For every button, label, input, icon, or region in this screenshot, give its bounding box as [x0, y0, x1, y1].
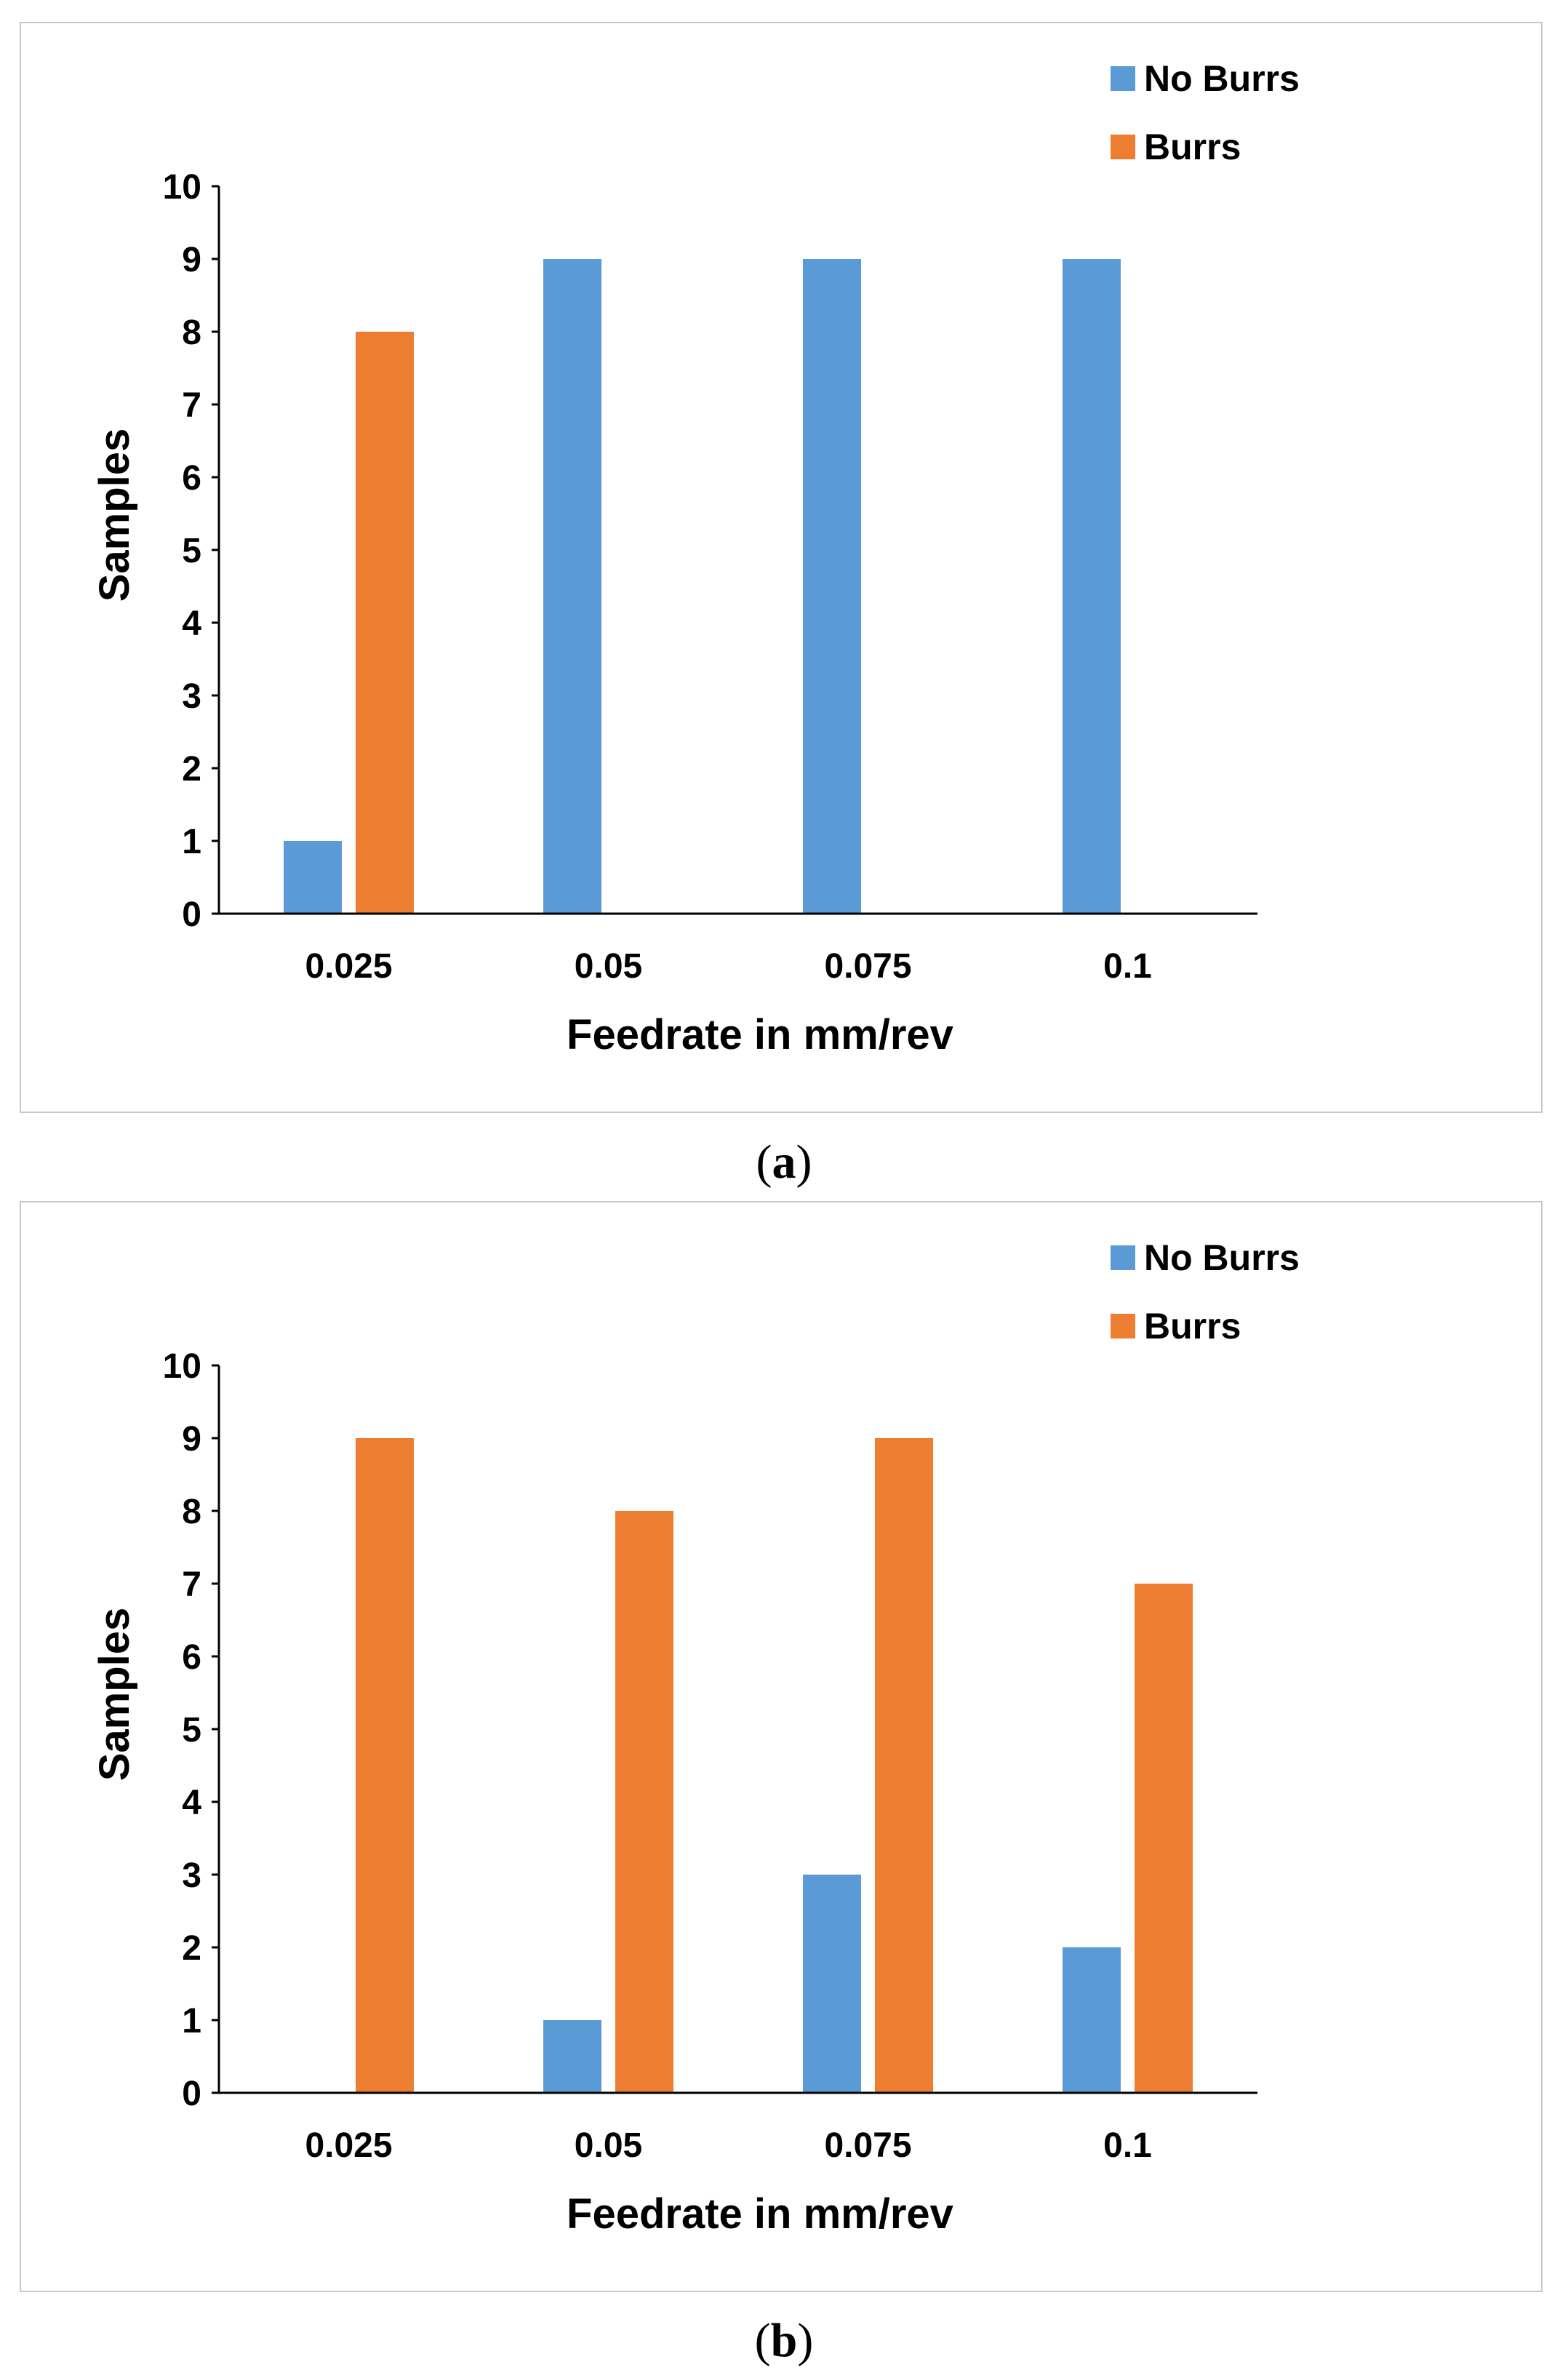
x-tick-label: 0.075: [824, 947, 911, 986]
bar-burrs: [356, 332, 414, 914]
caption-b: (b): [754, 2314, 814, 2367]
y-tick-label: 6: [182, 459, 201, 498]
y-tick-label: 8: [182, 314, 201, 352]
x-tick-label: 0.05: [575, 947, 642, 986]
legend-label: No Burrs: [1144, 1237, 1300, 1278]
legend-swatch-burrs: [1111, 135, 1135, 159]
chart-panel-a: 0 1 2 3 4 5 6 7 8 9 10 0.025 0.05 0.075 0.1 Feedrate in…: [20, 22, 1543, 1113]
bar-burrs: [615, 1511, 673, 2093]
legend-label: Burrs: [1144, 1306, 1241, 1346]
y-tick-label: 6: [182, 1638, 201, 1677]
chart-panel-b: 0 1 2 3 4 5 6 7 8 9 10 0.025 0.05 0.075 0.1 Feedrate in…: [20, 1201, 1543, 2292]
legend-swatch-no-burrs: [1111, 66, 1135, 91]
legend-label: No Burrs: [1144, 58, 1300, 99]
bar-no-burrs: [543, 2020, 601, 2093]
y-tick-label: 1: [182, 2002, 201, 2040]
bar-chart-a: 0 1 2 3 4 5 6 7 8 9 10 0.025 0.05 0.075 0.1 Feedrate in…: [91, 58, 1300, 1058]
y-tick-label: 9: [182, 1420, 201, 1459]
caption-a: (a): [756, 1136, 812, 1189]
y-tick-label: 3: [182, 1856, 201, 1895]
bar-burrs: [356, 1438, 414, 2093]
y-tick-label: 10: [163, 1347, 201, 1386]
y-tick-label: 10: [163, 168, 201, 207]
bar-no-burrs: [1063, 259, 1121, 914]
bar-no-burrs: [284, 841, 342, 914]
y-tick-label: 4: [182, 605, 201, 643]
bar-burrs: [875, 1438, 933, 2093]
legend-swatch-burrs: [1111, 1314, 1135, 1338]
x-tick-label: 0.1: [1103, 2126, 1152, 2165]
x-tick-label: 0.1: [1103, 947, 1152, 986]
y-tick-label: 7: [182, 1565, 201, 1604]
bar-burrs: [1135, 1584, 1193, 2093]
x-axis-title: Feedrate in mm/rev: [567, 2190, 953, 2238]
y-tick-label: 8: [182, 1493, 201, 1531]
y-tick-label: 2: [182, 750, 201, 789]
bar-no-burrs: [1063, 1947, 1121, 2093]
y-tick-label: 0: [182, 2075, 201, 2113]
x-tick-label: 0.025: [305, 947, 392, 986]
legend-swatch-no-burrs: [1111, 1245, 1135, 1270]
y-tick-label: 5: [182, 1711, 201, 1749]
y-tick-label: 4: [182, 1784, 201, 1822]
y-tick-label: 2: [182, 1929, 201, 1968]
y-axis-title: Samples: [91, 428, 138, 602]
x-tick-label: 0.05: [575, 2126, 642, 2165]
y-tick-label: 5: [182, 532, 201, 570]
bar-no-burrs: [803, 1875, 861, 2093]
y-axis-title: Samples: [91, 1608, 138, 1781]
y-tick-label: 1: [182, 823, 201, 861]
bar-chart-b: 0 1 2 3 4 5 6 7 8 9 10 0.025 0.05 0.075 0.1 Feedrate in…: [91, 1237, 1300, 2238]
y-tick-label: 9: [182, 241, 201, 279]
bar-no-burrs: [803, 259, 861, 914]
x-tick-label: 0.075: [824, 2126, 911, 2165]
x-axis-title: Feedrate in mm/rev: [567, 1011, 953, 1058]
bar-no-burrs: [543, 259, 601, 914]
y-tick-label: 3: [182, 677, 201, 716]
y-tick-label: 0: [182, 895, 201, 934]
legend-label: Burrs: [1144, 127, 1241, 167]
y-tick-label: 7: [182, 386, 201, 425]
x-tick-label: 0.025: [305, 2126, 392, 2165]
